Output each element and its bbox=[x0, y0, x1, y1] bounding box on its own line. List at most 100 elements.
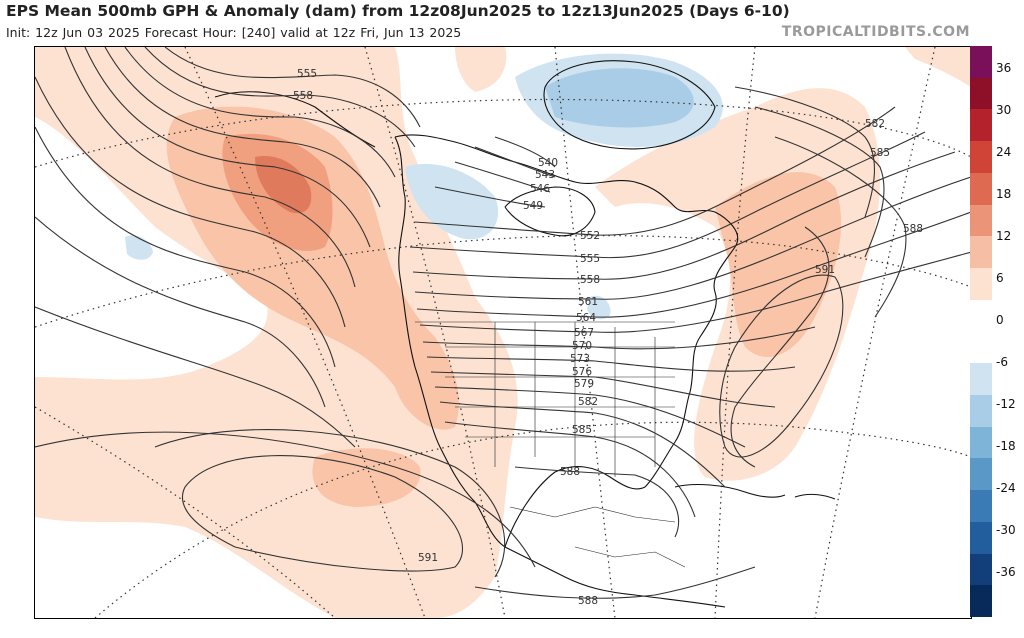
colorbar-label: -30 bbox=[996, 522, 1016, 537]
contour-570-w bbox=[64, 47, 356, 288]
contour-579-w bbox=[35, 216, 326, 408]
contour-label: 582 bbox=[865, 118, 885, 130]
contour-576 bbox=[430, 371, 776, 408]
contour-label-layer: 555 558 540 543 546 549 552 555 558 561 … bbox=[293, 68, 923, 607]
colorbar-swatch bbox=[970, 394, 992, 428]
colorbar-swatch bbox=[970, 458, 992, 491]
colorbar-label: 36 bbox=[996, 61, 1012, 75]
anomaly-pos-alaska-4 bbox=[255, 156, 312, 214]
contour-561-w bbox=[124, 47, 396, 178]
contour-label: 567 bbox=[574, 327, 594, 339]
contour-564-w bbox=[104, 47, 381, 208]
contour-label: 570 bbox=[572, 340, 592, 352]
anomaly-neg-greenland-2 bbox=[545, 68, 694, 128]
contour-label: 549 bbox=[523, 200, 543, 212]
anomaly-neg-lakes bbox=[587, 295, 611, 320]
positive-anomaly-areas bbox=[35, 47, 971, 618]
anomaly-neg-gulf-alaska bbox=[125, 235, 153, 260]
contour-558-c bbox=[412, 151, 956, 280]
contour-label: 558 bbox=[580, 274, 600, 286]
contour-555-w bbox=[164, 47, 421, 128]
contour-label: 588 bbox=[903, 223, 923, 235]
contour-570 bbox=[422, 326, 816, 350]
colorbar-label: -18 bbox=[996, 438, 1016, 453]
contour-label: 558 bbox=[293, 90, 313, 102]
contour-567 bbox=[419, 251, 971, 333]
colorbar-label: 18 bbox=[996, 186, 1012, 201]
contour-564 bbox=[416, 211, 971, 318]
contour-591-e bbox=[730, 226, 830, 468]
colorbar-label: -36 bbox=[996, 564, 1016, 579]
contour-label: 555 bbox=[297, 68, 317, 80]
contour-582-w bbox=[35, 306, 356, 448]
colorbar-swatch bbox=[970, 268, 992, 301]
contour-label: 540 bbox=[538, 157, 558, 169]
colorbar-swatch bbox=[970, 521, 992, 555]
contour-585-c bbox=[444, 421, 696, 518]
colorbar-swatch bbox=[970, 109, 992, 142]
contour-552 bbox=[414, 106, 896, 236]
colorbar-swatch bbox=[970, 363, 992, 396]
contour-549 bbox=[434, 186, 546, 208]
colorbar-label: -24 bbox=[996, 480, 1016, 495]
contour-label: 573 bbox=[570, 353, 590, 365]
contour-label: 552 bbox=[580, 230, 600, 242]
contour-label: 585 bbox=[870, 147, 890, 159]
political-borders bbox=[415, 321, 686, 568]
contour-588-e bbox=[774, 136, 907, 318]
contour-label: 546 bbox=[530, 183, 550, 195]
colorbar-label: 0 bbox=[996, 312, 1004, 327]
chart-title: EPS Mean 500mb GPH & Anomaly (dam) from … bbox=[6, 2, 790, 20]
anomaly-pos-atlantic-2 bbox=[715, 172, 842, 357]
contour-588-sw bbox=[154, 429, 506, 578]
anomaly-pos-nw-corner bbox=[455, 47, 507, 92]
anomaly-neg-hudson bbox=[405, 163, 499, 240]
colorbar-label: 24 bbox=[996, 144, 1012, 159]
brand-watermark: TROPICALTIDBITS.COM bbox=[781, 24, 970, 40]
contour-558-w bbox=[144, 47, 416, 148]
anomaly-pos-southwest bbox=[312, 448, 421, 507]
chart-header: EPS Mean 500mb GPH & Anomaly (dam) from … bbox=[0, 0, 1024, 46]
colorbar-swatch bbox=[970, 553, 992, 586]
colorbar-label: -6 bbox=[996, 354, 1008, 369]
contour-582-e bbox=[734, 86, 875, 218]
coast-hispaniola bbox=[794, 493, 836, 500]
contour-567-w bbox=[84, 47, 371, 248]
colorbar-swatch bbox=[970, 172, 992, 206]
contour-540 bbox=[494, 136, 556, 168]
contour-573-w bbox=[35, 76, 346, 328]
colorbar-label: -12 bbox=[996, 396, 1016, 411]
map-canvas: 555 558 540 543 546 549 552 555 558 561 … bbox=[35, 47, 971, 618]
contour-label: 579 bbox=[574, 378, 594, 390]
coast-north-america bbox=[394, 134, 739, 608]
contour-582-c bbox=[439, 401, 726, 488]
contour-label: 543 bbox=[535, 169, 555, 181]
contour-588-s bbox=[474, 566, 756, 599]
contour-546 bbox=[454, 161, 551, 193]
contour-label: 564 bbox=[576, 312, 596, 324]
colorbar-swatch bbox=[970, 585, 992, 618]
contour-label: 588 bbox=[578, 595, 598, 607]
contour-label: 582 bbox=[578, 396, 598, 408]
contour-543 bbox=[474, 146, 556, 178]
contour-591-s bbox=[181, 455, 464, 572]
negative-anomaly-areas bbox=[125, 53, 723, 320]
coast-cuba bbox=[674, 483, 786, 498]
contour-label: 555 bbox=[580, 253, 600, 265]
contour-576-w bbox=[35, 126, 336, 368]
contour-label: 591 bbox=[418, 552, 438, 564]
colorbar-swatch bbox=[970, 46, 992, 79]
colorbar-swatch bbox=[970, 331, 992, 364]
chart-subtitle: Init: 12z Jun 03 2025 Forecast Hour: [24… bbox=[6, 25, 462, 40]
colorbar-label: 12 bbox=[996, 228, 1012, 243]
contour-594-e bbox=[719, 274, 844, 458]
colorbar-swatch bbox=[970, 141, 992, 174]
height-contours bbox=[35, 47, 971, 599]
colorbar-label: 30 bbox=[996, 102, 1012, 117]
contour-label: 588 bbox=[560, 466, 580, 478]
contour-label: 585 bbox=[572, 424, 592, 436]
colorbar-swatch bbox=[970, 490, 992, 523]
colorbar-swatch bbox=[970, 77, 992, 110]
contour-585-e bbox=[754, 106, 885, 258]
colorbar-label: 6 bbox=[996, 270, 1004, 285]
